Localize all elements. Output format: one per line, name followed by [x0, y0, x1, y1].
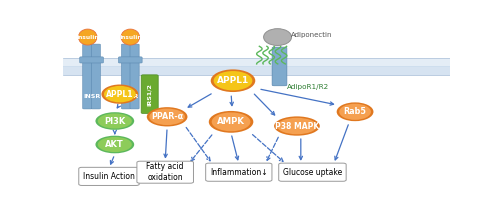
Ellipse shape: [264, 29, 291, 46]
Ellipse shape: [98, 113, 132, 129]
Text: Rab5: Rab5: [344, 107, 366, 116]
FancyBboxPatch shape: [122, 44, 130, 109]
FancyBboxPatch shape: [80, 57, 104, 63]
Ellipse shape: [147, 107, 188, 126]
Ellipse shape: [104, 86, 136, 102]
Ellipse shape: [98, 137, 132, 152]
Bar: [62, 66, 450, 75]
Text: Adiponectin: Adiponectin: [291, 32, 333, 38]
Ellipse shape: [96, 136, 134, 153]
Text: Inflammation↓: Inflammation↓: [210, 168, 268, 177]
Text: INSR: INSR: [122, 94, 139, 99]
Text: APPL1: APPL1: [106, 90, 134, 99]
Ellipse shape: [209, 111, 254, 133]
Text: PPAR-α: PPAR-α: [151, 112, 183, 121]
Text: AdipoR1/R2: AdipoR1/R2: [286, 83, 329, 90]
FancyBboxPatch shape: [130, 44, 139, 109]
Ellipse shape: [339, 104, 371, 120]
Text: INSR: INSR: [83, 94, 100, 99]
FancyBboxPatch shape: [137, 161, 194, 183]
Ellipse shape: [96, 112, 134, 130]
Ellipse shape: [214, 71, 252, 90]
Text: Insulin: Insulin: [119, 35, 142, 40]
Text: AKT: AKT: [106, 140, 124, 149]
Ellipse shape: [210, 69, 256, 92]
Text: Insulin: Insulin: [76, 35, 99, 40]
FancyBboxPatch shape: [92, 44, 100, 109]
Ellipse shape: [121, 29, 140, 45]
Bar: [62, 59, 450, 67]
Text: IRS1/2: IRS1/2: [147, 83, 152, 106]
FancyBboxPatch shape: [278, 163, 346, 181]
Ellipse shape: [78, 29, 97, 45]
Text: APPL1: APPL1: [217, 76, 249, 85]
Text: PI3K: PI3K: [104, 116, 126, 126]
Ellipse shape: [150, 109, 185, 125]
Ellipse shape: [277, 118, 317, 134]
Text: Glucose uptake: Glucose uptake: [283, 168, 342, 177]
Text: P38 MAPK: P38 MAPK: [275, 122, 319, 131]
Ellipse shape: [274, 116, 320, 136]
FancyBboxPatch shape: [141, 75, 158, 113]
Text: AMPK: AMPK: [217, 117, 245, 126]
Ellipse shape: [336, 102, 374, 121]
Ellipse shape: [212, 112, 250, 131]
Ellipse shape: [102, 85, 138, 104]
Text: Insulin Action: Insulin Action: [83, 172, 135, 181]
FancyBboxPatch shape: [82, 44, 92, 109]
FancyBboxPatch shape: [79, 167, 139, 186]
FancyBboxPatch shape: [272, 47, 287, 86]
FancyBboxPatch shape: [206, 163, 272, 181]
FancyBboxPatch shape: [118, 57, 142, 63]
Text: Fatty acid
oxidation: Fatty acid oxidation: [146, 162, 184, 182]
